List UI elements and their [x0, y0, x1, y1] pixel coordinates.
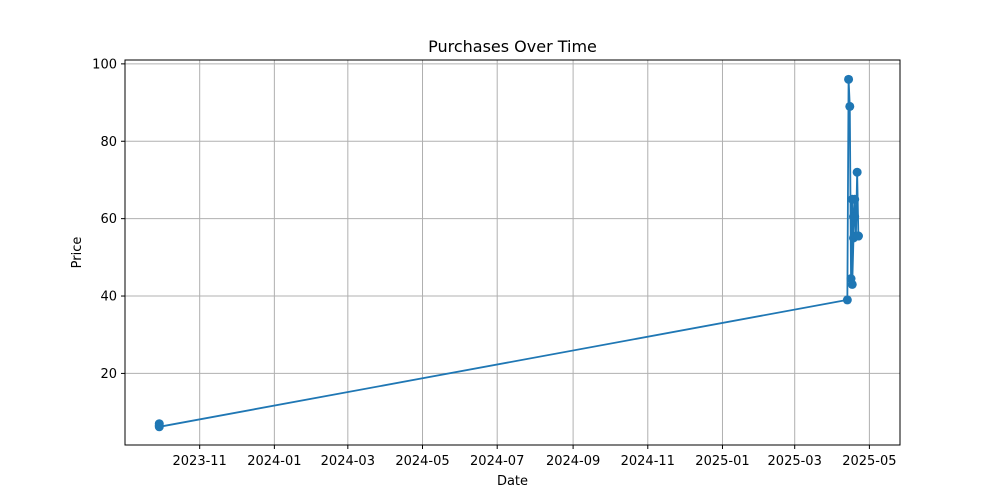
x-tick-label: 2024-09 [546, 454, 600, 469]
x-tick-label: 2024-07 [470, 454, 524, 469]
y-tick-label: 40 [100, 290, 117, 305]
x-tick-label: 2025-03 [768, 454, 822, 469]
x-tick-label: 2025-05 [842, 454, 896, 469]
y-tick-label: 20 [100, 367, 117, 382]
data-point [154, 422, 164, 432]
series-layer [154, 74, 863, 432]
x-axis-label: Date [497, 474, 528, 489]
x-tick-label: 2024-03 [321, 454, 375, 469]
data-point [844, 74, 854, 84]
data-point [852, 167, 862, 177]
x-tick-label: 2023-11 [173, 454, 227, 469]
x-tick-label: 2024-11 [621, 454, 675, 469]
plot-frame [124, 59, 901, 446]
data-point [850, 194, 860, 204]
data-point [847, 279, 857, 289]
grid [125, 60, 900, 445]
series-line [158, 78, 860, 428]
chart-title: Purchases Over Time [428, 37, 597, 56]
data-point [842, 295, 852, 305]
y-tick-label: 60 [100, 212, 117, 227]
x-tick-label: 2024-05 [395, 454, 449, 469]
data-point [850, 212, 860, 222]
y-axis-label: Price [70, 237, 85, 269]
data-point [853, 231, 863, 241]
data-point [845, 101, 855, 111]
y-tick-label: 100 [92, 57, 117, 72]
y-tick-label: 80 [100, 135, 117, 150]
x-tick-label: 2025-01 [695, 454, 749, 469]
ticks: 2023-11 2024-01 2024-03 2024-05 2024-07 2024-… [92, 57, 896, 469]
x-tick-label: 2024-01 [247, 454, 301, 469]
